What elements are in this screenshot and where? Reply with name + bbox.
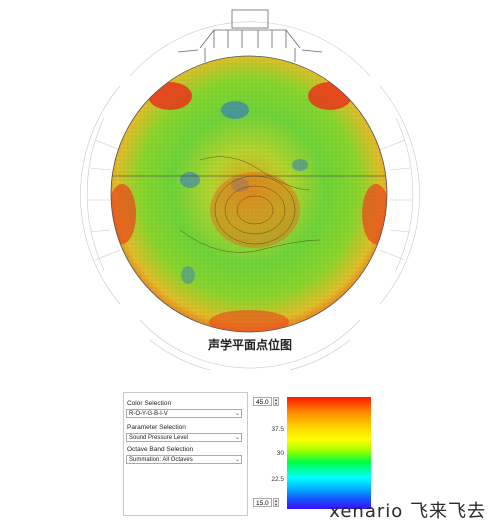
octave-band-selection-value: Summation: All Octaves [129,457,193,463]
octave-band-selection-label: Octave Band Selection [127,446,194,453]
min-value-spinner[interactable]: ▲ ▼ [273,498,279,507]
octave-band-selection-dropdown[interactable]: Summation: All Octaves ⌄ [126,455,242,464]
display-settings-panel: Color Selection R-O-Y-G-B-I-V ⌄ Paramete… [123,392,248,516]
color-selection-value: R-O-Y-G-B-I-V [129,411,168,417]
parameter-selection-value: Sound Pressure Level [129,435,189,441]
brand-watermark: xenario 飞来飞去 [329,501,486,522]
legend-tick-label: 22.5 [271,476,284,483]
plan-drawing [80,9,420,370]
max-value-field[interactable]: 45.0 [253,397,272,406]
chevron-down-icon: ⌄ [234,411,240,417]
color-scale-bar [287,397,371,509]
chevron-down-icon: ⌄ [234,457,240,463]
color-selection-label: Color Selection [127,400,172,407]
chevron-down-icon: ⌄ [234,435,240,441]
acoustic-floor-plan: 声学平面点位图 [80,9,420,370]
parameter-selection-dropdown[interactable]: Sound Pressure Level ⌄ [126,433,242,442]
min-value-field[interactable]: 15.0 [253,498,272,507]
color-selection-dropdown[interactable]: R-O-Y-G-B-I-V ⌄ [126,409,242,418]
max-value-spinner[interactable]: ▲ ▼ [273,397,279,406]
legend-tick-label: 37.5 [271,426,284,433]
stage-structure [177,9,323,62]
legend-tick-label: 30 [276,450,284,457]
building-outline [80,21,420,370]
parameter-selection-label: Parameter Selection [127,424,186,431]
plan-caption: 声学平面点位图 [207,338,292,352]
